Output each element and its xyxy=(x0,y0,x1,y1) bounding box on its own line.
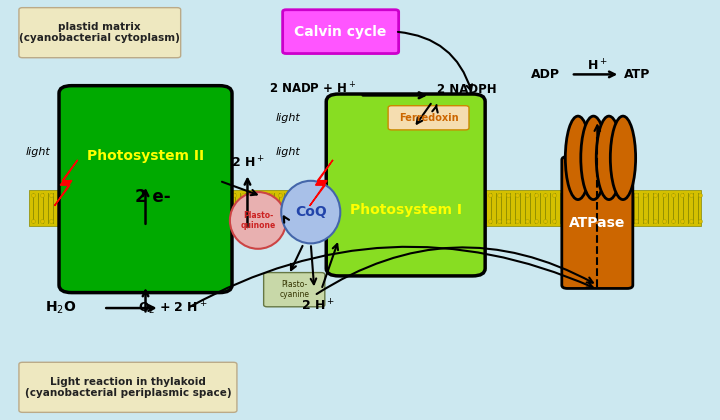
Text: ATPase: ATPase xyxy=(569,215,626,229)
Ellipse shape xyxy=(282,181,341,243)
Text: Photosystem II: Photosystem II xyxy=(87,149,204,163)
FancyBboxPatch shape xyxy=(19,8,181,58)
Ellipse shape xyxy=(230,192,286,249)
Text: 2 NADPH: 2 NADPH xyxy=(437,82,497,95)
FancyBboxPatch shape xyxy=(326,94,485,276)
Ellipse shape xyxy=(581,116,606,200)
Text: H$_2$O: H$_2$O xyxy=(45,300,77,316)
Text: ADP: ADP xyxy=(531,68,560,81)
Ellipse shape xyxy=(596,116,621,200)
Text: ATP: ATP xyxy=(624,68,650,81)
FancyBboxPatch shape xyxy=(283,10,399,53)
FancyBboxPatch shape xyxy=(30,190,701,226)
FancyBboxPatch shape xyxy=(388,106,469,130)
Text: light: light xyxy=(276,113,300,123)
Text: plastid matrix
(cyanobacterial cytoplasm): plastid matrix (cyanobacterial cytoplasm… xyxy=(19,22,180,44)
Text: Plasto-
quinone: Plasto- quinone xyxy=(240,211,276,230)
Text: 2 e-: 2 e- xyxy=(135,189,171,207)
Ellipse shape xyxy=(565,116,590,200)
Polygon shape xyxy=(310,160,333,206)
Text: light: light xyxy=(26,147,50,157)
Text: Ferredoxin: Ferredoxin xyxy=(399,113,459,123)
Text: light: light xyxy=(276,147,300,157)
Text: 2 H$^+$: 2 H$^+$ xyxy=(230,155,264,171)
FancyBboxPatch shape xyxy=(264,273,325,307)
Polygon shape xyxy=(55,160,78,206)
Ellipse shape xyxy=(611,116,636,200)
Text: Photosystem I: Photosystem I xyxy=(350,203,462,217)
Text: O$_2$ + 2 H$^+$: O$_2$ + 2 H$^+$ xyxy=(138,299,208,317)
FancyBboxPatch shape xyxy=(562,157,633,289)
Text: Calvin cycle: Calvin cycle xyxy=(294,25,387,39)
Text: 2 NADP + H$^+$: 2 NADP + H$^+$ xyxy=(269,81,356,97)
Text: H$^+$: H$^+$ xyxy=(587,58,608,74)
Text: 2 H$^+$: 2 H$^+$ xyxy=(301,298,335,314)
Text: CoQ: CoQ xyxy=(295,205,327,219)
Text: Light reaction in thylakoid
(cyanobacterial periplasmic space): Light reaction in thylakoid (cyanobacter… xyxy=(24,376,231,398)
Text: Plasto-
cyanine: Plasto- cyanine xyxy=(279,280,309,299)
FancyBboxPatch shape xyxy=(59,86,232,293)
FancyBboxPatch shape xyxy=(19,362,237,412)
